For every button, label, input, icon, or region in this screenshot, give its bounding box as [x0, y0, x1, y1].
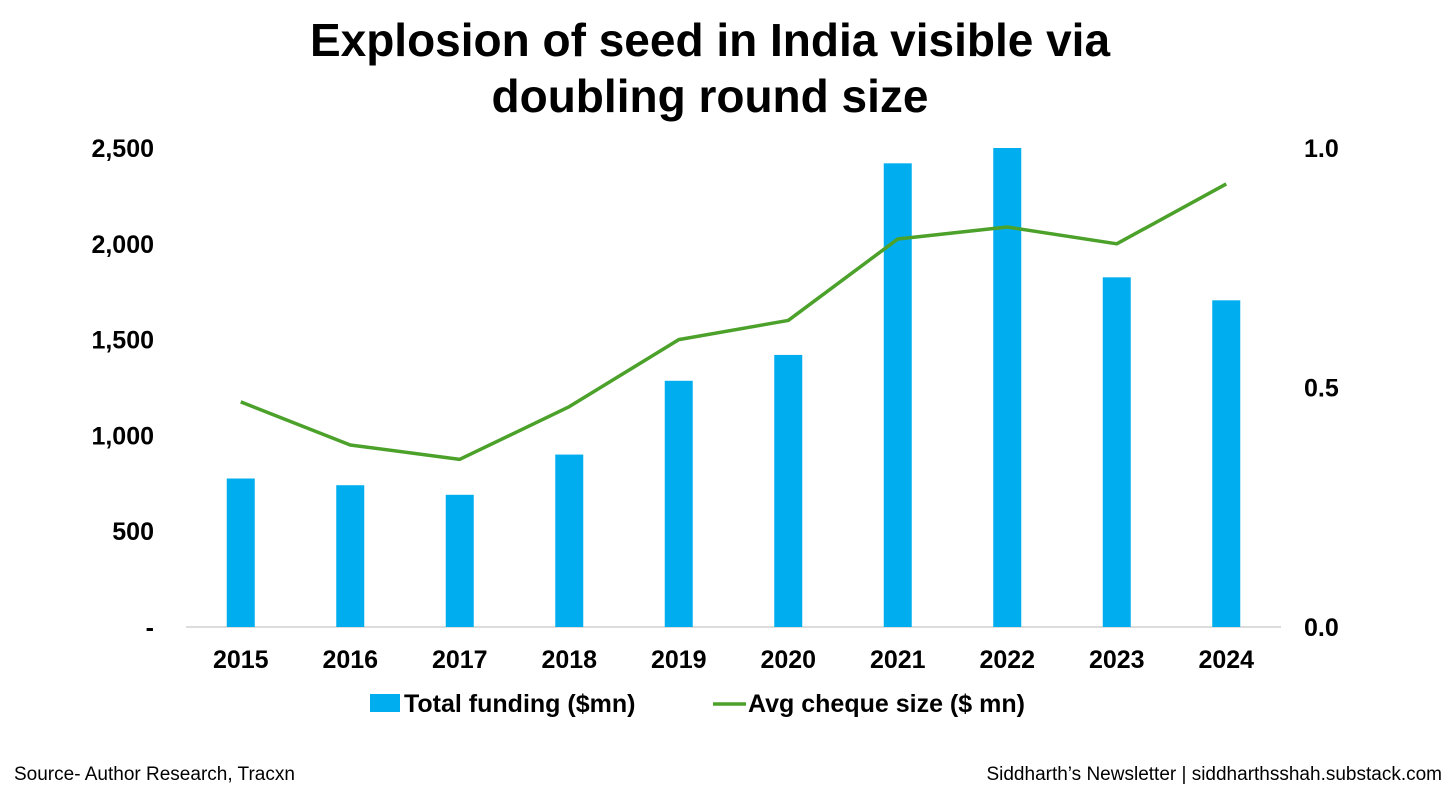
bar-2023 — [1102, 277, 1131, 627]
bar-2019 — [664, 380, 693, 627]
legend-bar-swatch — [370, 694, 400, 712]
bar-2017 — [445, 494, 474, 627]
x-tick-label: 2021 — [870, 646, 926, 674]
y-right-tick-label: 0.5 — [1304, 375, 1339, 403]
chart-title-line-1: Explosion of seed in India visible via — [309, 14, 1111, 66]
x-tick-label: 2022 — [979, 646, 1035, 674]
chart-title-line-2: doubling round size — [491, 70, 929, 122]
bar-2022 — [993, 148, 1022, 627]
newsletter-credit: Siddharth’s Newsletter | siddharthsshah.… — [986, 764, 1442, 785]
y-left-tick-label: 2,500 — [91, 135, 154, 163]
x-tick-label: 2023 — [1089, 646, 1145, 674]
x-tick-label: 2017 — [432, 646, 488, 674]
y-left-tick-label: - — [146, 614, 154, 642]
bar-2020 — [774, 354, 803, 627]
y-left-tick-label: 1,500 — [91, 327, 154, 355]
x-tick-label: 2015 — [213, 646, 269, 674]
y-right-tick-label: 1.0 — [1304, 135, 1339, 163]
bar-2024 — [1212, 300, 1241, 627]
bar-2018 — [555, 454, 584, 627]
y-left-tick-label: 2,000 — [91, 231, 154, 259]
bar-2021 — [883, 163, 912, 627]
legend-label-avg-cheque: Avg cheque size ($ mn) — [748, 690, 1025, 718]
chart-title: Explosion of seed in India visible via d… — [0, 12, 1420, 124]
legend: Total funding ($mn) Avg cheque size ($ mn… — [370, 690, 1025, 718]
x-tick-label: 2018 — [541, 646, 597, 674]
line-avg-cheque-size — [240, 182, 1228, 462]
x-tick-label: 2016 — [322, 646, 378, 674]
y-left-tick-label: 1,000 — [91, 422, 154, 450]
source-note: Source- Author Research, Tracxn — [14, 764, 295, 785]
x-tick-label: 2019 — [651, 646, 707, 674]
bar-2015 — [226, 478, 255, 627]
x-tick-label: 2024 — [1198, 646, 1254, 674]
x-tick-label: 2020 — [760, 646, 816, 674]
legend-label-total-funding: Total funding ($mn) — [404, 690, 635, 718]
y-left-tick-label: 500 — [112, 518, 154, 546]
bar-2016 — [336, 485, 365, 627]
y-right-tick-label: 0.0 — [1304, 614, 1339, 642]
